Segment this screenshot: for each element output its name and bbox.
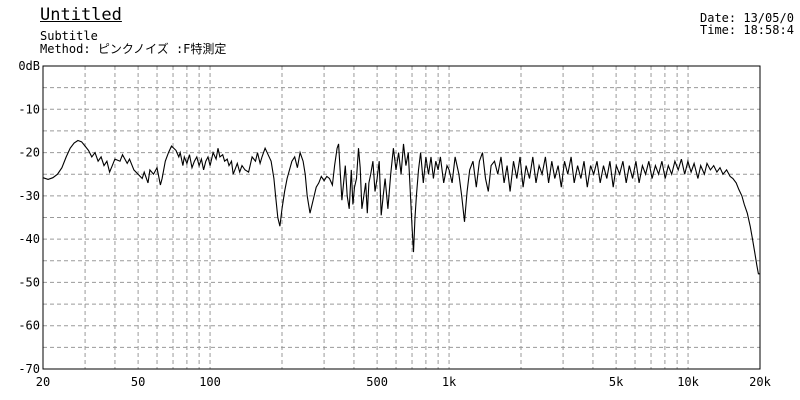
chart-subtitle: Subtitle (40, 29, 98, 43)
plot-frame (42, 65, 761, 370)
y-tick-label: -70 (18, 362, 40, 376)
x-tick-label: 1k (442, 375, 457, 389)
x-tick-label: 500 (366, 375, 388, 389)
time-label: Time: (700, 23, 737, 37)
y-tick-label: -50 (18, 275, 40, 289)
method-line: Method: ピンクノイズ :F特測定 (40, 40, 226, 57)
date-value: 13/05/0 (743, 11, 794, 25)
y-tick-label: -40 (18, 232, 40, 246)
x-tick-label: 20 (36, 375, 50, 389)
y-tick-label: -60 (18, 319, 40, 333)
time-line: Time: 18:58:4 (700, 24, 794, 36)
method-label: Method: (40, 42, 91, 56)
y-tick-label: -20 (18, 146, 40, 160)
date-line: Date: 13/05/0 (700, 12, 794, 24)
chart-title: Untitled (40, 5, 122, 25)
x-tick-label: 5k (609, 375, 624, 389)
x-tick-label: 10k (677, 375, 699, 389)
method-value: ピンクノイズ :F特測定 (97, 42, 227, 56)
y-tick-label: -10 (18, 102, 40, 116)
x-tick-label: 100 (199, 375, 221, 389)
y-axis-ticks: 0dB -10 -20 -30 -40 -50 -60 -70 (18, 59, 40, 376)
y-tick-label: -30 (18, 189, 40, 203)
x-tick-label: 50 (131, 375, 145, 389)
date-label: Date: (700, 11, 737, 25)
series-line (42, 139, 760, 275)
x-tick-label: 20k (749, 375, 771, 389)
timestamp-block: Date: 13/05/0 Time: 18:58:4 (700, 12, 794, 36)
y-tick-label: 0dB (18, 59, 40, 73)
x-axis-ticks: 20 50 100 500 1k 5k 10k 20k (36, 375, 772, 389)
grid (43, 66, 760, 369)
time-value: 18:58:4 (743, 23, 794, 37)
